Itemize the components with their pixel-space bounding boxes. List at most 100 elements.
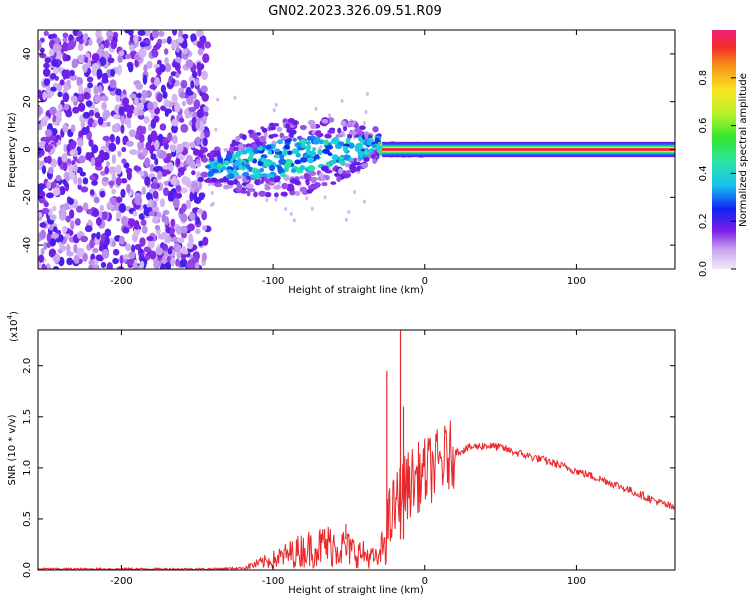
heatmap-cell: [201, 70, 208, 81]
heatmap-cell: [180, 225, 188, 234]
heatmap-cell: [109, 79, 117, 89]
heatmap-cell: [77, 30, 83, 37]
heatmap-cell: [91, 144, 99, 154]
heatmap-cell: [203, 130, 210, 138]
heatmap-cell: [258, 190, 267, 197]
heatmap-cell: [69, 209, 75, 219]
heatmap-cell: [87, 219, 93, 227]
heatmap-cell: [117, 66, 122, 76]
heatmap-cell: [206, 177, 211, 182]
heatmap-cell: [101, 72, 109, 83]
heatmap-cell: [144, 39, 151, 45]
y-tick-label: 20: [22, 95, 33, 108]
heatmap-cell: [91, 179, 98, 186]
heatmap-cell: [349, 130, 357, 136]
heatmap-cell: [192, 148, 200, 156]
heatmap-cell: [294, 190, 301, 197]
heatmap-cell: [172, 30, 178, 36]
heatmap-cell: [309, 150, 316, 158]
heatmap-cell: [138, 133, 145, 143]
heatmap-cell: [99, 242, 105, 250]
heatmap-cell: [128, 251, 136, 260]
heatmap-cell: [63, 103, 70, 111]
heatmap-cell: [120, 124, 125, 134]
heatmap-cell: [258, 180, 265, 184]
heatmap-cell: [232, 169, 238, 175]
heatmap-cell: [116, 211, 122, 220]
heatmap-cell: [234, 174, 243, 180]
spectrogram-heatmap: [38, 30, 675, 269]
heatmap-cell: [50, 158, 58, 168]
heatmap-cell: [104, 228, 112, 237]
snr-spikes: [324, 330, 405, 540]
heatmap-cell: [338, 160, 345, 164]
heatmap-cell: [146, 60, 153, 69]
heatmap-cell: [248, 129, 254, 134]
heatmap-cell: [42, 115, 50, 122]
heatmap-cell: [289, 129, 297, 135]
heatmap-cell: [133, 227, 140, 237]
heatmap-cell: [124, 104, 131, 113]
heatmap-cell: [261, 157, 267, 163]
heatmap-cell: [70, 220, 75, 231]
colorbar-ticks: 0.0 0.2 0.4 0.6 0.8: [698, 70, 736, 277]
heatmap-cell: [85, 151, 92, 161]
heatmap-cell: [83, 91, 90, 100]
heatmap-cell: [314, 130, 322, 137]
heatmap-cell: [274, 197, 278, 202]
heatmap-cell: [233, 162, 242, 167]
heatmap-cell: [102, 109, 111, 119]
heatmap-cell: [52, 226, 58, 233]
heatmap-cell: [118, 235, 125, 245]
heatmap-cell: [327, 117, 335, 123]
heatmap-cell: [323, 139, 329, 146]
heatmap-cell: [271, 133, 279, 138]
heatmap-cell: [181, 176, 189, 185]
heatmap-cell: [48, 48, 55, 57]
heatmap-cell: [255, 139, 260, 145]
heatmap-cell: [87, 38, 93, 46]
heatmap-cell: [141, 225, 148, 234]
heatmap-cell: [155, 247, 164, 256]
heatmap-cell: [118, 50, 125, 57]
heatmap-cell: [362, 121, 366, 126]
heatmap-cell: [39, 222, 47, 228]
heatmap-cell: [245, 183, 254, 189]
heatmap-cell: [50, 86, 57, 92]
heatmap-cell: [85, 100, 93, 107]
heatmap-cell: [177, 167, 185, 173]
heatmap-cell: [62, 162, 68, 172]
heatmap-cell: [69, 143, 76, 150]
heatmap-cell: [170, 256, 176, 267]
heatmap-cell: [371, 143, 377, 149]
heatmap-cell: [219, 178, 225, 183]
heatmap-cell: [49, 238, 57, 247]
heatmap-cell: [104, 166, 110, 175]
heatmap-cell: [101, 151, 110, 161]
heatmap-cell: [142, 148, 148, 157]
heatmap-cell: [190, 182, 198, 189]
heatmap-cell: [307, 165, 316, 172]
heatmap-cell: [43, 62, 50, 69]
heatmap-cell: [115, 135, 121, 145]
heatmap-cell: [167, 248, 173, 255]
heatmap-cell: [91, 62, 100, 71]
heatmap-cell: [129, 149, 138, 155]
heatmap-cell: [227, 173, 235, 180]
heatmap-cell: [279, 154, 285, 160]
heatmap-cell: [192, 70, 198, 79]
heatmap-cell: [295, 152, 301, 158]
heatmap-cell: [107, 57, 115, 64]
heatmap-cell: [182, 33, 189, 40]
heatmap-cell: [189, 141, 196, 149]
heatmap-cell: [333, 136, 339, 143]
heatmap-cell: [358, 125, 366, 131]
heatmap-cell: [268, 125, 277, 131]
heatmap-cell: [139, 41, 147, 48]
heatmap-cell: [91, 263, 99, 269]
heatmap-cell: [344, 162, 351, 168]
heatmap-cell: [306, 144, 312, 150]
heatmap-cell: [55, 117, 61, 125]
heatmap-cell: [52, 187, 61, 197]
heatmap-cell: [78, 84, 84, 95]
